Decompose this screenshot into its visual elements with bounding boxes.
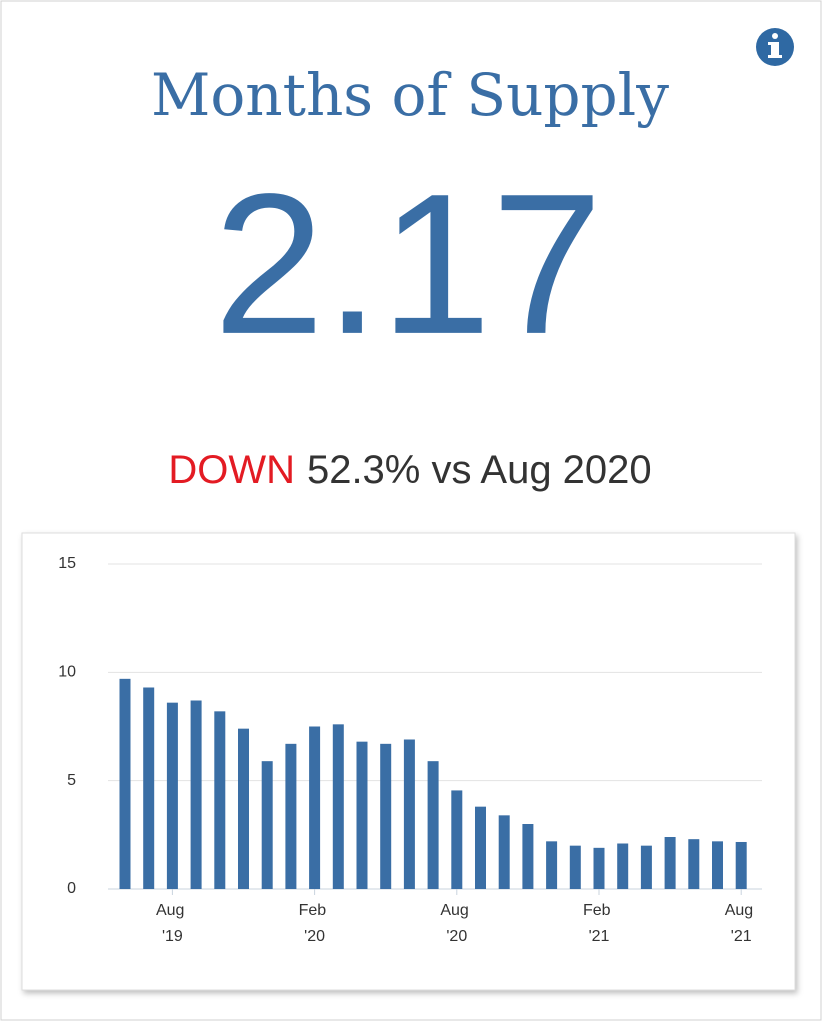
bar: [261, 761, 273, 889]
x-tick-label: Aug '20: [440, 902, 473, 945]
bar: [735, 841, 747, 889]
bar: [664, 837, 676, 889]
bar: [238, 728, 249, 889]
bar: [403, 739, 415, 889]
bar: [380, 743, 392, 889]
bar: [309, 726, 321, 889]
bar: [451, 790, 463, 889]
change-text: 52.3% vs Aug 2020: [307, 448, 652, 492]
bar: [688, 839, 700, 889]
bar: [190, 700, 202, 889]
bar: [166, 702, 178, 889]
chart: 0 5 10 15 Aug '19 Feb '20 Aug '20 Feb '21 Aug '2…: [58, 555, 762, 945]
bar: [569, 845, 581, 889]
bar: [498, 815, 510, 889]
bar: [285, 743, 297, 889]
bar: [356, 741, 368, 889]
bar: [546, 841, 558, 889]
info-icon[interactable]: [756, 28, 794, 66]
bar: [593, 847, 605, 889]
bar: [143, 687, 155, 889]
x-tick-label: Aug '19: [156, 902, 189, 945]
x-tick-label: Aug '21: [725, 902, 758, 945]
card-title: Months of Supply: [151, 61, 669, 129]
headline-value: 2.17: [213, 153, 602, 376]
bar: [640, 845, 652, 889]
bar: [522, 824, 534, 889]
bar: [475, 806, 486, 889]
bar: [332, 724, 344, 889]
y-tick-label: 15: [58, 555, 76, 572]
y-tick-label: 10: [58, 664, 76, 681]
change-direction: DOWN: [168, 448, 295, 492]
bar: [617, 843, 629, 889]
bar: [119, 678, 131, 889]
bar: [214, 711, 226, 889]
x-tick-label: Feb '21: [583, 902, 615, 945]
y-tick-label: 5: [67, 772, 76, 789]
bar: [712, 841, 723, 889]
x-tick-label: Feb '20: [299, 902, 331, 945]
y-tick-label: 0: [67, 880, 76, 897]
bar: [427, 761, 439, 889]
change-line: DOWN 52.3% vs Aug 2020: [168, 448, 651, 492]
